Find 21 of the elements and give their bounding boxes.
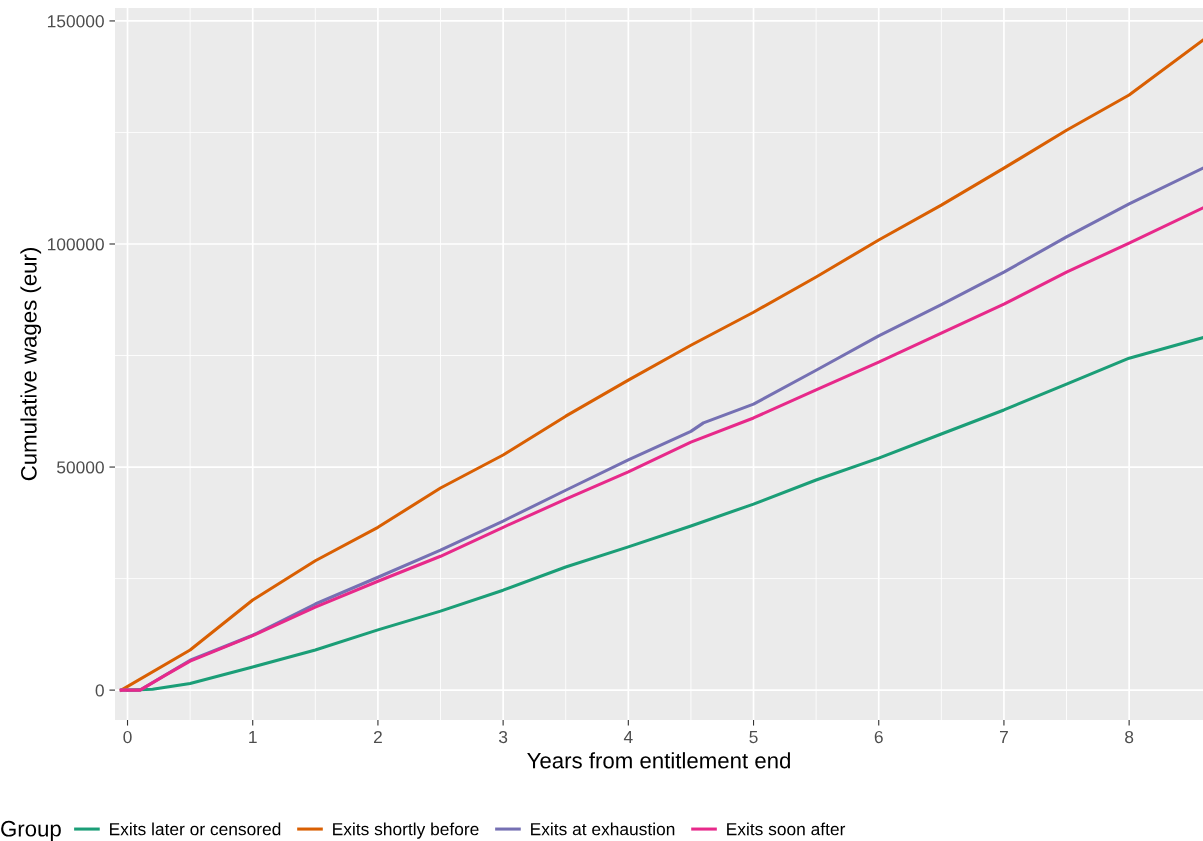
- x-axis-title: Years from entitlement end: [527, 752, 790, 769]
- x-tick-label: 5: [749, 731, 758, 744]
- x-tick-label: 2: [373, 730, 382, 743]
- x-tick-label: 8: [1125, 730, 1134, 744]
- legend-label: Exits later or censored: [110, 822, 281, 836]
- y-tick-label: 50000: [57, 461, 104, 474]
- legend-label: Exits at exhaustion: [531, 822, 675, 836]
- x-tick-label: 0: [123, 730, 132, 744]
- x-tick-label: 6: [874, 730, 883, 744]
- y-axis-title: Cumulative wages (eur): [20, 248, 42, 481]
- x-tick-label: 1: [249, 731, 257, 743]
- legend-label: Exits soon after: [727, 822, 846, 836]
- y-tick-label: 100000: [47, 238, 104, 251]
- legend-label: Exits shortly before: [333, 822, 479, 839]
- y-tick-label: 150000: [47, 15, 104, 28]
- x-tick-label: 3: [498, 730, 508, 744]
- y-tick-label: 0: [95, 684, 104, 697]
- line-series: [119, 38, 1203, 692]
- x-tick-label: 4: [623, 731, 633, 743]
- legend-title: Group: [1, 820, 61, 841]
- x-tick-label: 7: [999, 731, 1008, 743]
